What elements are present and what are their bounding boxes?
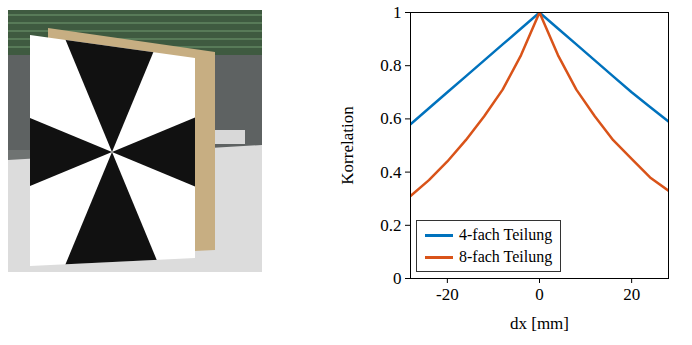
svg-text:0.6: 0.6 [380,109,401,128]
html-text:4-fach Teilung: 4-fach Teilung [459,226,553,243]
svg-text:-20: -20 [436,285,459,304]
html-text:8-fach Teilung: 8-fach Teilung [459,248,553,265]
svg-text:0.4: 0.4 [380,163,402,182]
svg-text:dx [mm]: dx [mm] [510,314,569,333]
svg-text:Korrelation: Korrelation [338,106,357,185]
svg-text:0.8: 0.8 [380,56,401,75]
svg-text:0: 0 [535,285,544,304]
svg-text:0.2: 0.2 [380,216,401,235]
svg-text:1: 1 [393,3,402,22]
svg-text:20: 20 [623,285,640,304]
svg-text:0: 0 [393,269,402,288]
